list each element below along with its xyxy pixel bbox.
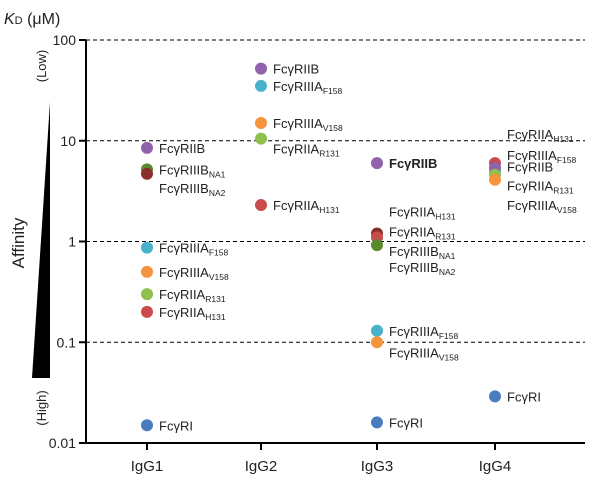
y-tick-label: 0.1 xyxy=(57,334,77,350)
y-tick-label: 100 xyxy=(53,32,77,48)
gridlines xyxy=(86,39,585,343)
data-label: FcγRIIIBNA2 xyxy=(159,181,226,198)
data-label: FcγRIIIAV158 xyxy=(273,116,343,133)
data-label: FcγRIIIBNA1 xyxy=(159,162,226,179)
y-title-unit: (μM) xyxy=(23,11,61,28)
data-label: FcγRIIIBNA2 xyxy=(389,260,456,277)
data-label: FcγRIIAH131 xyxy=(507,127,574,144)
data-point xyxy=(371,324,383,337)
affinity-label: Affinity xyxy=(9,217,28,268)
y-tick-label: 0.01 xyxy=(49,435,76,451)
low-affinity-label: (Low) xyxy=(34,50,49,83)
data-point xyxy=(141,241,153,254)
y-title-prefix: K xyxy=(4,11,16,28)
data-point xyxy=(255,62,267,75)
data-point xyxy=(255,199,267,212)
data-point xyxy=(141,305,153,318)
data-point xyxy=(141,265,153,278)
data-label: FcγRIIAR131 xyxy=(273,142,340,159)
data-point xyxy=(371,239,383,252)
data-point xyxy=(255,132,267,145)
data-label: FcγRI xyxy=(159,418,193,433)
data-point xyxy=(141,419,153,432)
data-label: FcγRI xyxy=(507,389,541,404)
y-axis-title: KD (μM) xyxy=(4,11,60,28)
data-point xyxy=(255,117,267,130)
data-label: FcγRIIAH131 xyxy=(273,198,340,215)
data-point xyxy=(141,288,153,301)
data-point xyxy=(371,416,383,429)
data-points xyxy=(141,62,501,432)
data-label: FcγRIIAR131 xyxy=(507,179,574,196)
affinity-wedge xyxy=(32,102,50,378)
x-ticks: IgG1 IgG2 IgG3 IgG4 xyxy=(131,443,512,475)
data-label: FcγRIIAR131 xyxy=(159,287,226,304)
data-label: FcγRIIIAF158 xyxy=(389,324,458,341)
data-label: FcγRIIB xyxy=(159,141,205,156)
data-point xyxy=(255,79,267,92)
data-point xyxy=(489,390,501,403)
data-label: FcγRIIAH131 xyxy=(389,205,456,222)
data-label: FcγRIIB xyxy=(507,160,553,175)
high-affinity-label: (High) xyxy=(34,390,49,425)
x-tick-label: IgG1 xyxy=(131,458,164,475)
data-label: FcγRIIIAV158 xyxy=(507,198,577,215)
data-label: FcγRIIAH131 xyxy=(159,305,226,322)
data-point xyxy=(141,167,153,180)
x-tick-label: IgG3 xyxy=(361,458,394,475)
data-label: FcγRIIAR131 xyxy=(389,224,456,241)
data-point xyxy=(141,141,153,154)
data-label: FcγRIIIAV158 xyxy=(389,345,459,362)
data-label: FcγRIIIAF158 xyxy=(507,148,576,165)
data-label: FcγRIIIAV158 xyxy=(159,265,229,282)
data-label: FcγRIIIAF158 xyxy=(273,79,342,96)
y-ticks: 100 10 1 0.1 0.01 xyxy=(49,32,86,451)
data-point xyxy=(371,157,383,170)
data-label: FcγRIIB xyxy=(389,156,437,171)
y-tick-label: 1 xyxy=(68,234,76,250)
data-label: FcγRIIB xyxy=(273,62,319,77)
y-title-subscript: D xyxy=(15,15,23,27)
x-tick-label: IgG4 xyxy=(479,458,512,475)
data-point xyxy=(489,173,501,186)
data-label: FcγRI xyxy=(389,415,423,430)
y-tick-label: 10 xyxy=(60,133,76,149)
x-tick-label: IgG2 xyxy=(245,458,278,475)
data-point xyxy=(371,336,383,349)
data-labels: FcγRIIBFcγRIIIBNA1FcγRIIIBNA2FcγRIIIAF15… xyxy=(159,62,577,434)
data-label: FcγRIIIBNA1 xyxy=(389,244,456,261)
data-label: FcγRIIIAF158 xyxy=(159,241,228,258)
